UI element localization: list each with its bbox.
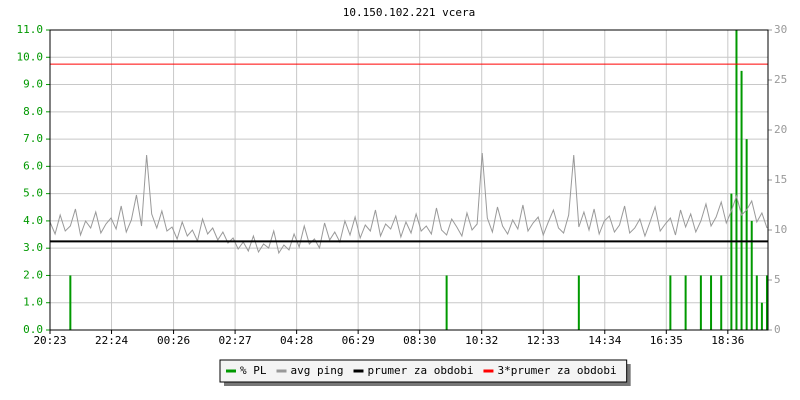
chart-title: 10.150.102.221 vcera xyxy=(343,6,475,19)
x-tick-label: 16:35 xyxy=(650,334,683,347)
x-tick-label: 06:29 xyxy=(342,334,375,347)
ping-line xyxy=(49,152,768,255)
y-tick-label: 7.0 xyxy=(23,132,43,145)
legend-label: prumer za obdobi xyxy=(367,364,473,377)
x-tick-label: 02:27 xyxy=(219,334,252,347)
y2-tick-label: 5 xyxy=(774,273,781,286)
x-tick-label: 08:30 xyxy=(403,334,436,347)
y-tick-label: 2.0 xyxy=(23,268,43,281)
y2-tick-label: 25 xyxy=(774,73,787,86)
y-tick-label: 11.0 xyxy=(17,23,44,36)
y2-tick-label: 15 xyxy=(774,173,787,186)
y-tick-label: 10.0 xyxy=(17,50,44,63)
x-tick-label: 00:26 xyxy=(157,334,190,347)
y-tick-label: 5.0 xyxy=(23,187,43,200)
plot-frame xyxy=(49,29,769,331)
y-tick-label: 9.0 xyxy=(23,78,43,91)
legend-label: % PL xyxy=(240,364,267,377)
y-tick-label: 4.0 xyxy=(23,214,43,227)
x-tick-label: 22:24 xyxy=(95,334,128,347)
x-tick-label: 14:34 xyxy=(588,334,621,347)
legend xyxy=(219,359,628,383)
x-tick-label: 12:33 xyxy=(527,334,560,347)
plot-area xyxy=(50,30,768,330)
y-tick-label: 0.0 xyxy=(23,323,43,336)
y-tick-label: 8.0 xyxy=(23,105,43,118)
x-tick-label: 20:23 xyxy=(33,334,66,347)
y-tick-label: 3.0 xyxy=(23,241,43,254)
y2-tick-label: 30 xyxy=(774,23,787,36)
y2-tick-label: 20 xyxy=(774,123,787,136)
legend-label: 3*prumer za obdobi xyxy=(497,364,616,377)
y-tick-label: 1.0 xyxy=(23,296,43,309)
x-tick-label: 10:32 xyxy=(465,334,498,347)
legend-label: avg ping xyxy=(291,364,344,377)
x-tick-label: 04:28 xyxy=(280,334,313,347)
y2-tick-label: 0 xyxy=(774,323,781,336)
y2-tick-label: 10 xyxy=(774,223,787,236)
y-tick-label: 6.0 xyxy=(23,159,43,172)
x-tick-label: 18:36 xyxy=(711,334,744,347)
